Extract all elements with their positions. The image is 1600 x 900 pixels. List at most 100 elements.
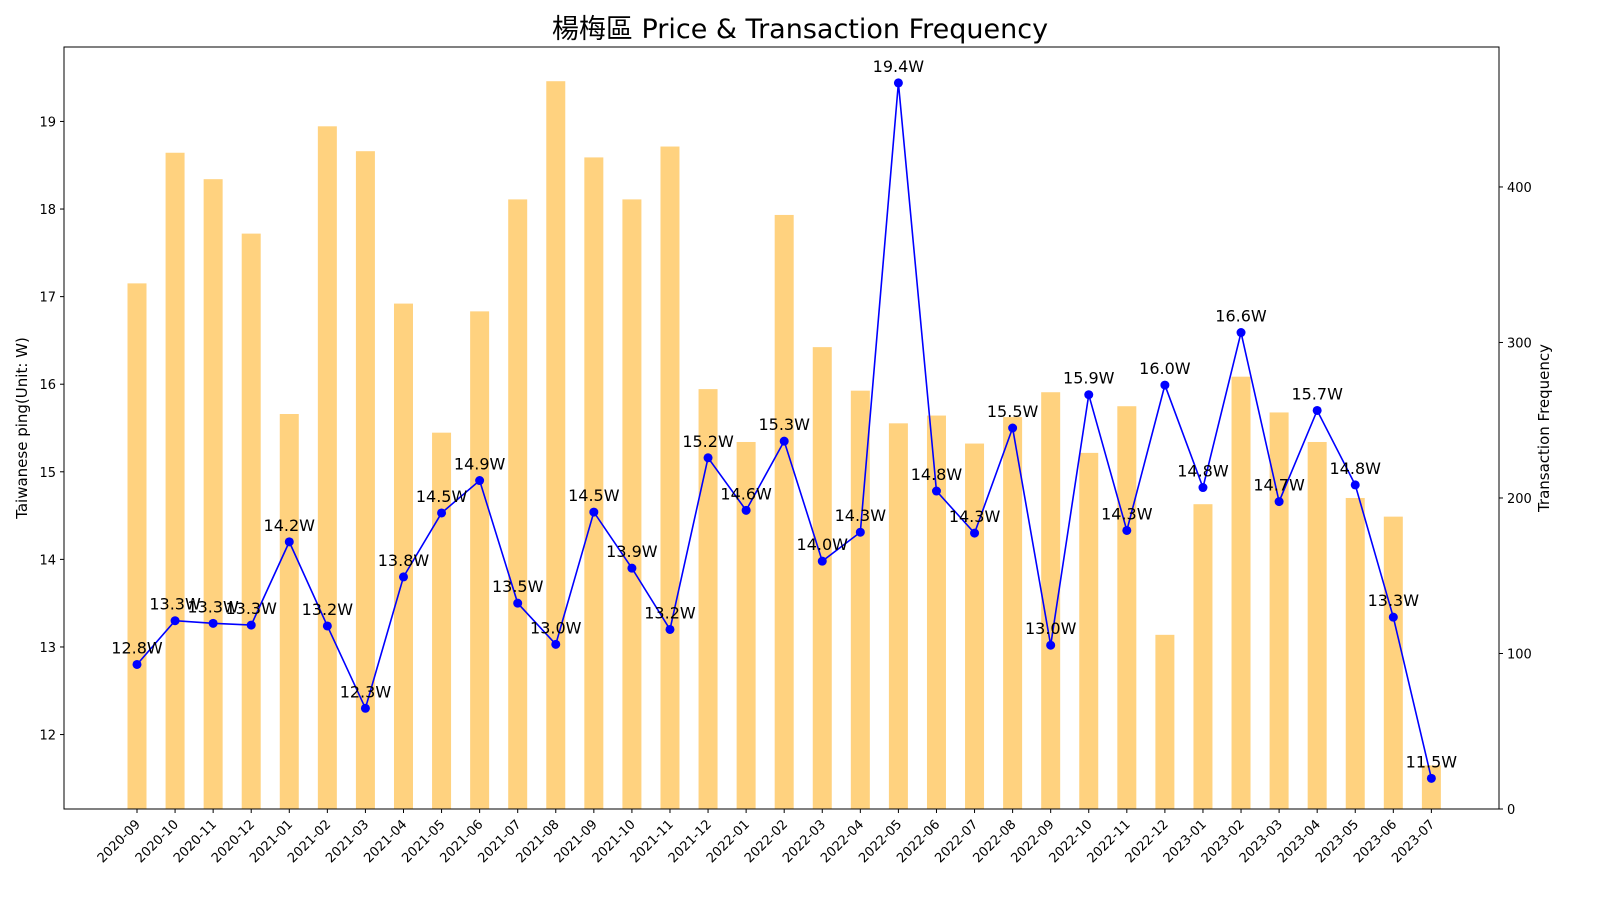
price-point [437, 508, 447, 518]
bar [888, 423, 908, 809]
data-label: 13.3W [1368, 591, 1420, 610]
data-label: 15.3W [758, 415, 810, 434]
bar [926, 415, 946, 809]
data-label: 11.5W [1406, 752, 1458, 771]
bar [355, 151, 375, 809]
bar [698, 389, 718, 809]
left-tick-label: 14 [39, 553, 56, 568]
bar [584, 157, 604, 810]
data-label: 16.0W [1139, 359, 1191, 378]
bar [1041, 392, 1061, 809]
price-point [1084, 390, 1094, 400]
bar [165, 152, 185, 809]
bar-series [127, 81, 1441, 810]
data-label: 14.0W [797, 535, 849, 554]
bar [774, 214, 794, 809]
bar [279, 414, 299, 809]
data-label: 14.3W [949, 507, 1001, 526]
data-label: 13.2W [302, 600, 354, 619]
left-tick-label: 15 [39, 466, 56, 481]
right-y-axis: 0 100 200 300 400 [1499, 181, 1532, 818]
data-label: 13.3W [187, 597, 239, 616]
price-point [703, 453, 713, 463]
right-tick-label: 400 [1507, 181, 1532, 196]
data-label: 14.6W [720, 484, 772, 503]
price-point [931, 486, 941, 496]
data-label: 14.2W [264, 516, 316, 535]
data-label: 13.0W [530, 618, 582, 637]
price-point [170, 616, 180, 626]
price-point [1312, 405, 1322, 415]
price-point [513, 598, 523, 608]
x-axis: 2020-092020-102020-112020-122021-012021-… [95, 809, 1438, 866]
price-point [208, 618, 218, 628]
price-point [398, 572, 408, 582]
data-label: 15.5W [987, 402, 1039, 421]
data-label: 13.2W [644, 603, 696, 622]
price-point [1198, 483, 1208, 493]
price-point [1122, 525, 1132, 535]
data-label: 14.5W [416, 487, 468, 506]
data-label: 19.4W [873, 57, 925, 76]
bar [203, 179, 223, 810]
bar [660, 146, 680, 809]
price-point [817, 556, 827, 566]
right-tick-label: 0 [1507, 803, 1515, 818]
right-tick-label: 200 [1507, 492, 1532, 507]
left-tick-label: 13 [39, 641, 56, 656]
price-point [589, 507, 599, 517]
price-point [779, 436, 789, 446]
right-tick-label: 300 [1507, 336, 1532, 351]
price-point [1426, 773, 1436, 783]
price-point [970, 528, 980, 538]
bar [393, 303, 413, 809]
data-label: 14.3W [835, 506, 887, 525]
price-point [551, 639, 561, 649]
price-point [1388, 612, 1398, 622]
data-label: 13.5W [492, 577, 544, 596]
bar [1079, 452, 1099, 809]
price-point [1236, 328, 1246, 338]
bar [1345, 497, 1365, 809]
data-label: 13.3W [149, 595, 201, 614]
bar [736, 441, 756, 809]
price-point [284, 537, 294, 547]
data-label: 13.8W [378, 551, 430, 570]
price-point [246, 620, 256, 630]
price-point [855, 527, 865, 537]
bar [965, 443, 985, 809]
bar [1421, 765, 1441, 809]
bar [127, 283, 147, 810]
data-label: 16.6W [1215, 307, 1267, 326]
price-point [1046, 640, 1056, 650]
data-label: 12.3W [340, 682, 392, 701]
left-y-axis: 12 13 14 15 16 17 18 19 [39, 115, 64, 744]
data-label: 12.8W [111, 638, 163, 657]
data-label: 14.7W [1253, 476, 1305, 495]
plot-frame [63, 46, 1500, 810]
bar [1155, 634, 1175, 809]
price-point [627, 563, 637, 573]
data-label: 13.3W [225, 599, 277, 618]
bar [508, 199, 528, 809]
data-label: 14.8W [1330, 459, 1382, 478]
bar [1231, 376, 1251, 809]
left-axis-label: Taiwanese ping(Unit: W) [13, 337, 31, 520]
data-label: 14.5W [568, 486, 620, 505]
bar [432, 432, 452, 809]
price-point [132, 659, 142, 669]
bar [1307, 441, 1327, 809]
bar [1269, 412, 1289, 809]
bar [622, 199, 642, 809]
bar [1003, 417, 1023, 809]
price-point [1008, 423, 1018, 433]
bar [470, 311, 490, 809]
data-label: 13.9W [606, 542, 658, 561]
price-point [475, 476, 485, 486]
price-point [1160, 380, 1170, 390]
data-label: 13.0W [1025, 619, 1077, 638]
price-point [1274, 497, 1284, 507]
bar [1117, 406, 1137, 809]
data-label: 14.3W [1101, 504, 1153, 523]
